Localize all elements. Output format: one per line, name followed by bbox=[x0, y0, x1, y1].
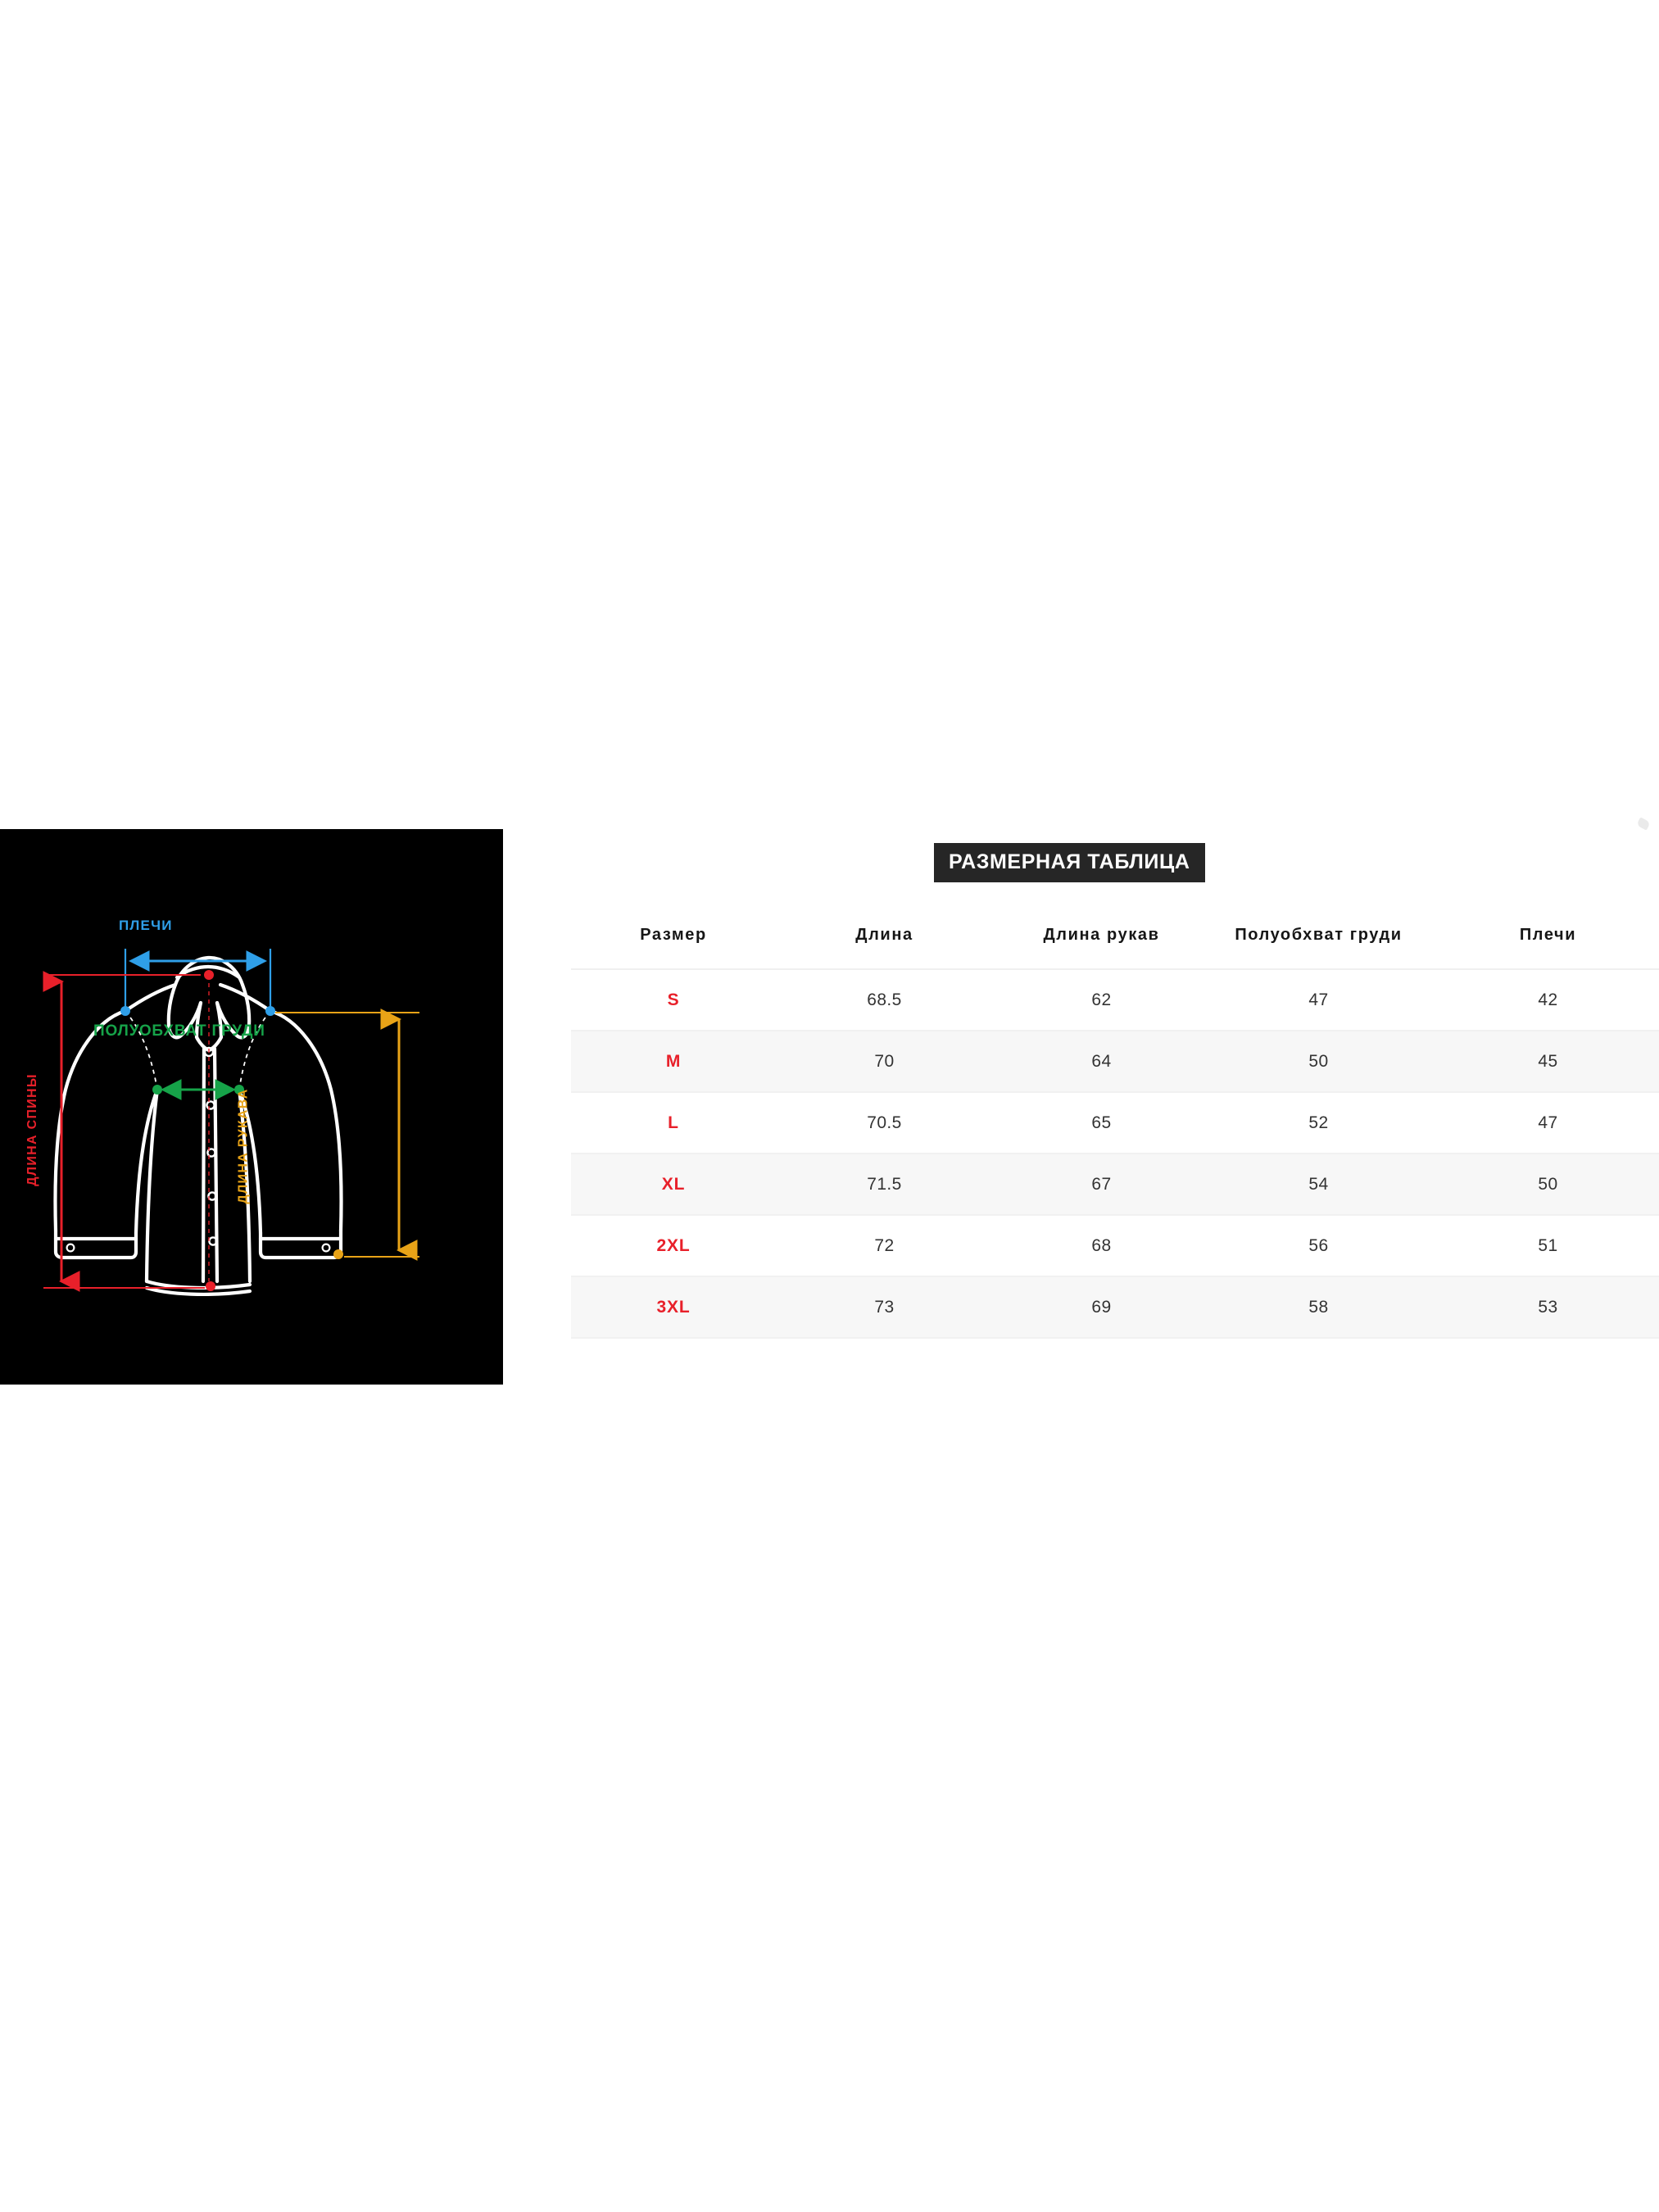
cell-shoulders: 51 bbox=[1427, 1215, 1659, 1277]
cell-length: 73 bbox=[776, 1276, 993, 1339]
back-length-dimension bbox=[43, 971, 205, 1292]
table-row: 2XL 72 68 56 51 bbox=[571, 1215, 1659, 1277]
cuff-buttons bbox=[66, 1243, 331, 1253]
header-row: Размер Длина Длина рукав Полуобхват груд… bbox=[571, 904, 1659, 970]
table-row: S 68.5 62 47 42 bbox=[571, 969, 1659, 1031]
cell-chest: 56 bbox=[1210, 1215, 1427, 1277]
cell-chest: 52 bbox=[1210, 1092, 1427, 1154]
shoulder-point-left bbox=[120, 1006, 130, 1016]
sleeve-length-dimension bbox=[275, 1009, 419, 1261]
shoulders-dimension bbox=[124, 949, 272, 1014]
table-row: 3XL 73 69 58 53 bbox=[571, 1276, 1659, 1339]
guide-lines bbox=[125, 975, 271, 1281]
shoulder-point-right bbox=[265, 1006, 275, 1016]
cell-shoulders: 50 bbox=[1427, 1154, 1659, 1216]
measurement-diagram bbox=[0, 829, 503, 1385]
cell-size: XL bbox=[571, 1154, 776, 1216]
chest-point-right bbox=[234, 1085, 244, 1095]
column-header-chest: Полуобхват груди bbox=[1210, 904, 1427, 970]
back-bottom-point bbox=[206, 1281, 215, 1291]
size-table-head: Размер Длина Длина рукав Полуобхват груд… bbox=[571, 904, 1659, 970]
cell-size: S bbox=[571, 969, 776, 1031]
cell-sleeve: 67 bbox=[993, 1154, 1210, 1216]
column-header-shoulders: Плечи bbox=[1427, 904, 1659, 970]
cell-size: 3XL bbox=[571, 1276, 776, 1339]
cell-chest: 58 bbox=[1210, 1276, 1427, 1339]
column-header-length: Длина bbox=[776, 904, 993, 970]
size-table: Размер Длина Длина рукав Полуобхват груд… bbox=[571, 904, 1659, 1339]
cell-size: 2XL bbox=[571, 1215, 776, 1277]
shirt-diagram-svg bbox=[43, 949, 419, 1297]
cell-shoulders: 42 bbox=[1427, 969, 1659, 1031]
cell-shoulders: 45 bbox=[1427, 1031, 1659, 1093]
table-row: M 70 64 50 45 bbox=[571, 1031, 1659, 1093]
cell-length: 70 bbox=[776, 1031, 993, 1093]
table-row: XL 71.5 67 54 50 bbox=[571, 1154, 1659, 1216]
cell-length: 72 bbox=[776, 1215, 993, 1277]
size-table-title-badge: РАЗМЕРНАЯ ТАБЛИЦА bbox=[934, 843, 1205, 882]
shirt-outline bbox=[53, 955, 343, 1297]
cell-shoulders: 47 bbox=[1427, 1092, 1659, 1154]
column-header-sleeve: Длина рукав bbox=[993, 904, 1210, 970]
cell-length: 68.5 bbox=[776, 969, 993, 1031]
cell-length: 71.5 bbox=[776, 1154, 993, 1216]
corner-artifact bbox=[1636, 817, 1651, 831]
cell-chest: 54 bbox=[1210, 1154, 1427, 1216]
cell-sleeve: 62 bbox=[993, 969, 1210, 1031]
cell-sleeve: 69 bbox=[993, 1276, 1210, 1339]
cell-sleeve: 68 bbox=[993, 1215, 1210, 1277]
cell-chest: 47 bbox=[1210, 969, 1427, 1031]
cell-chest: 50 bbox=[1210, 1031, 1427, 1093]
size-table-body: S 68.5 62 47 42 M 70 64 50 45 L 70.5 65 52 47 XL 71.5 67 5… bbox=[571, 969, 1659, 1339]
cell-shoulders: 53 bbox=[1427, 1276, 1659, 1339]
cell-sleeve: 65 bbox=[993, 1092, 1210, 1154]
cell-sleeve: 64 bbox=[993, 1031, 1210, 1093]
cell-length: 70.5 bbox=[776, 1092, 993, 1154]
cell-size: M bbox=[571, 1031, 776, 1093]
sleeve-end-point bbox=[333, 1249, 343, 1259]
table-row: L 70.5 65 52 47 bbox=[571, 1092, 1659, 1154]
back-top-point bbox=[204, 970, 214, 980]
cell-size: L bbox=[571, 1092, 776, 1154]
column-header-size: Размер bbox=[571, 904, 776, 970]
chest-point-left bbox=[152, 1085, 162, 1095]
